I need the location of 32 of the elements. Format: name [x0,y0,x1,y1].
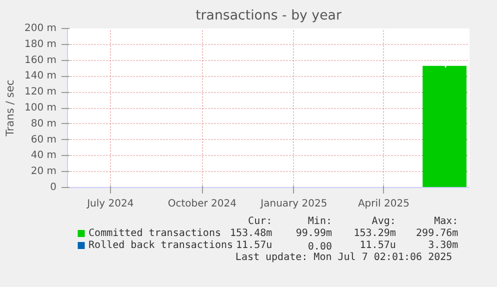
text: 11.57u [360,240,396,251]
legend-label: Committed transactions [88,228,221,239]
text: 299.76m [416,228,458,239]
y-tick-label: 200 m [24,23,57,34]
y-axis-title: Trans / sec [3,80,16,138]
y-tick-label: 180 m [24,38,57,50]
text: 153.29m [354,228,396,239]
text: Max: [434,216,458,227]
text: Last update: Mon Jul 7 02:01:06 2025 [235,252,452,263]
text: 99.99m [296,228,332,239]
x-tick-label: January 2025 [260,198,328,210]
text: 3.30m [428,240,458,251]
text: Cur: [248,216,272,227]
text: 153.48m [230,228,272,239]
text: Avg: [372,216,396,227]
text: 0.00 [308,242,332,252]
y-tick-label: 0 [50,182,57,193]
legend-label: Rolled back transactions [88,240,234,251]
y-tick-label: 60 m [30,134,57,146]
text: 11.57u [236,240,272,251]
y-tick-label: 40 m [30,150,57,162]
y-tick-label: 100 m [24,102,57,114]
x-tick-label: July 2024 [86,198,134,210]
x-tick-label: October 2024 [168,198,236,210]
y-tick-label: 80 m [30,118,57,130]
y-tick-label: 140 m [24,70,57,82]
chart-title: transactions - by year [196,8,342,24]
y-tick-label: 160 m [24,54,57,66]
text: Min: [308,216,332,227]
y-tick-label: 120 m [24,86,57,98]
x-tick-label: April 2025 [358,198,410,210]
y-tick-label: 20 m [30,166,57,178]
